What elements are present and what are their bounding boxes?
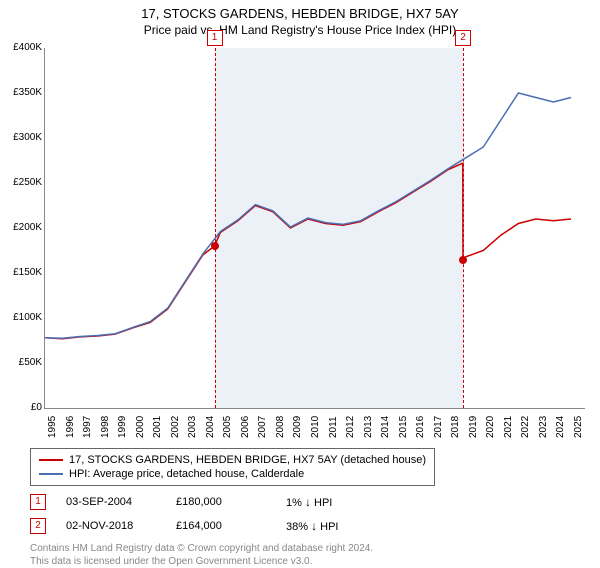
chart-lines bbox=[45, 48, 585, 408]
series-property bbox=[45, 163, 571, 339]
sale-row-1: 1 03-SEP-2004 £180,000 1% ↓ HPI bbox=[30, 494, 570, 510]
y-tick-label: £50K bbox=[0, 357, 42, 368]
x-tick-label: 2016 bbox=[415, 416, 426, 438]
x-tick-label: 2017 bbox=[433, 416, 444, 438]
legend-row-property: 17, STOCKS GARDENS, HEBDEN BRIDGE, HX7 5… bbox=[39, 453, 426, 467]
x-tick-label: 1999 bbox=[117, 416, 128, 438]
x-tick-label: 2000 bbox=[135, 416, 146, 438]
x-tick-label: 2010 bbox=[310, 416, 321, 438]
y-tick-label: £350K bbox=[0, 87, 42, 98]
y-tick-label: £300K bbox=[0, 132, 42, 143]
bottom-panel: 17, STOCKS GARDENS, HEBDEN BRIDGE, HX7 5… bbox=[30, 448, 570, 568]
legend-box: 17, STOCKS GARDENS, HEBDEN BRIDGE, HX7 5… bbox=[30, 448, 435, 486]
x-tick-label: 2021 bbox=[503, 416, 514, 438]
x-tick-label: 1995 bbox=[47, 416, 58, 438]
x-tick-label: 2015 bbox=[398, 416, 409, 438]
chart-subtitle: Price paid vs. HM Land Registry's House … bbox=[0, 23, 600, 37]
footer-line-1: Contains HM Land Registry data © Crown c… bbox=[30, 542, 570, 555]
legend-label-hpi: HPI: Average price, detached house, Cald… bbox=[69, 468, 304, 480]
x-tick-label: 1997 bbox=[82, 416, 93, 438]
x-tick-label: 2012 bbox=[345, 416, 356, 438]
series-hpi bbox=[45, 93, 571, 338]
footer-line-2: This data is licensed under the Open Gov… bbox=[30, 555, 570, 568]
x-tick-label: 2019 bbox=[468, 416, 479, 438]
x-tick-label: 2003 bbox=[187, 416, 198, 438]
sale-marker-2: 2 bbox=[455, 30, 471, 46]
x-tick-label: 2024 bbox=[555, 416, 566, 438]
x-tick-label: 2022 bbox=[520, 416, 531, 438]
legend-label-property: 17, STOCKS GARDENS, HEBDEN BRIDGE, HX7 5… bbox=[69, 454, 426, 466]
x-tick-label: 2023 bbox=[538, 416, 549, 438]
x-tick-label: 2005 bbox=[222, 416, 233, 438]
x-tick-label: 2007 bbox=[257, 416, 268, 438]
legend-swatch-hpi bbox=[39, 473, 63, 475]
x-tick-label: 2018 bbox=[450, 416, 461, 438]
legend-row-hpi: HPI: Average price, detached house, Cald… bbox=[39, 467, 426, 481]
x-tick-label: 2001 bbox=[152, 416, 163, 438]
x-tick-label: 2008 bbox=[275, 416, 286, 438]
sale-row-marker-2: 2 bbox=[30, 518, 46, 534]
y-tick-label: £200K bbox=[0, 222, 42, 233]
sale-price-1: £180,000 bbox=[176, 496, 266, 508]
x-tick-label: 1996 bbox=[65, 416, 76, 438]
sale-pct-1: 1% ↓ HPI bbox=[286, 495, 376, 509]
x-tick-label: 2002 bbox=[170, 416, 181, 438]
y-tick-label: £0 bbox=[0, 402, 42, 413]
legend-swatch-property bbox=[39, 459, 63, 461]
sale-row-2: 2 02-NOV-2018 £164,000 38% ↓ HPI bbox=[30, 518, 570, 534]
footer-text: Contains HM Land Registry data © Crown c… bbox=[30, 542, 570, 568]
x-tick-label: 2004 bbox=[205, 416, 216, 438]
chart-plot-area: 1 2 bbox=[44, 48, 585, 409]
y-tick-label: £400K bbox=[0, 42, 42, 53]
sale-dot-1 bbox=[211, 242, 219, 250]
x-tick-label: 2014 bbox=[380, 416, 391, 438]
y-tick-label: £150K bbox=[0, 267, 42, 278]
sale-date-2: 02-NOV-2018 bbox=[66, 520, 156, 532]
sale-date-1: 03-SEP-2004 bbox=[66, 496, 156, 508]
y-tick-label: £100K bbox=[0, 312, 42, 323]
y-tick-label: £250K bbox=[0, 177, 42, 188]
sale-row-marker-1: 1 bbox=[30, 494, 46, 510]
x-tick-label: 2006 bbox=[240, 416, 251, 438]
sale-dot-2 bbox=[459, 256, 467, 264]
x-tick-label: 2025 bbox=[573, 416, 584, 438]
sale-pct-2: 38% ↓ HPI bbox=[286, 519, 376, 533]
x-tick-label: 2013 bbox=[363, 416, 374, 438]
sale-price-2: £164,000 bbox=[176, 520, 266, 532]
x-tick-label: 2009 bbox=[292, 416, 303, 438]
x-tick-label: 1998 bbox=[100, 416, 111, 438]
x-tick-label: 2020 bbox=[485, 416, 496, 438]
sale-marker-1: 1 bbox=[207, 30, 223, 46]
x-tick-label: 2011 bbox=[328, 416, 339, 438]
chart-title: 17, STOCKS GARDENS, HEBDEN BRIDGE, HX7 5… bbox=[0, 6, 600, 21]
